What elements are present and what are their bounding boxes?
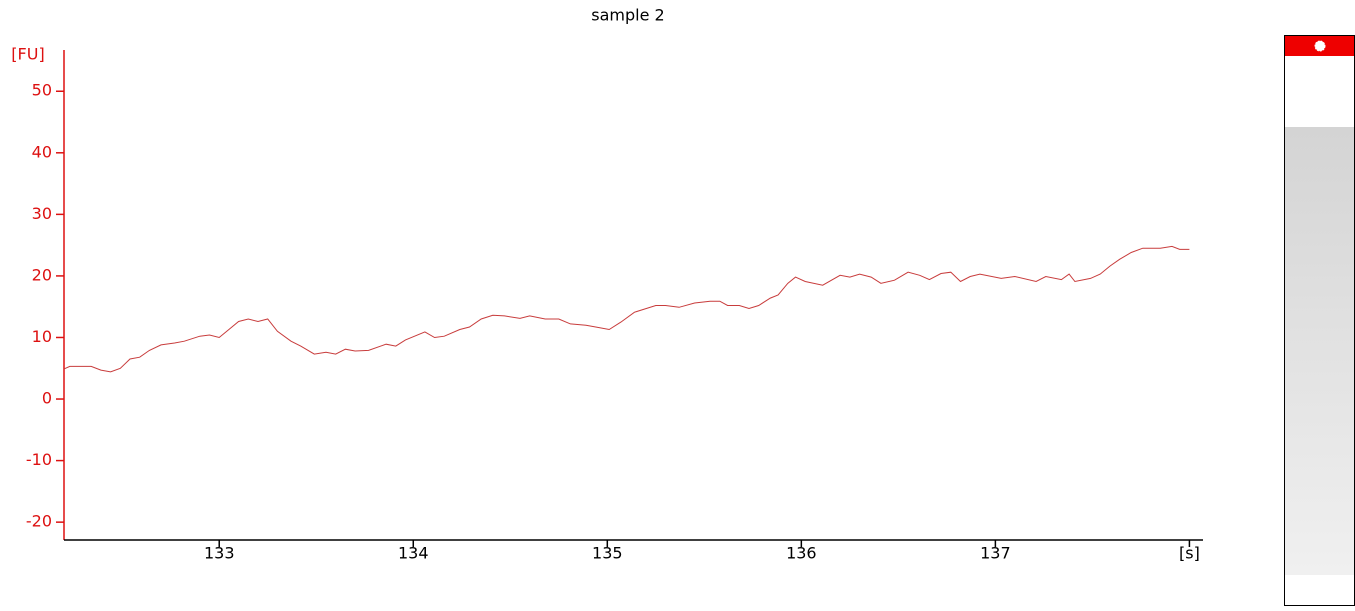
x-tick-label: [s] bbox=[1179, 544, 1200, 563]
x-tick-label: 136 bbox=[786, 544, 817, 563]
y-axis-label: [FU] bbox=[11, 45, 44, 64]
panel-scroll[interactable] bbox=[1285, 127, 1354, 575]
side-panel bbox=[1284, 35, 1355, 606]
y-tick-label: 10 bbox=[32, 327, 52, 346]
data-line bbox=[63, 245, 1190, 373]
x-tick-label: 135 bbox=[592, 544, 623, 563]
y-tick-label: -20 bbox=[26, 512, 52, 531]
panel-icon[interactable] bbox=[1314, 40, 1326, 52]
y-tick-label: -10 bbox=[26, 450, 52, 469]
y-tick-label: 0 bbox=[42, 389, 52, 408]
x-tick-label: 137 bbox=[980, 544, 1011, 563]
x-tick-label: 134 bbox=[398, 544, 429, 563]
y-tick-label: 30 bbox=[32, 204, 52, 223]
y-tick-label: 20 bbox=[32, 265, 52, 284]
chart-title: sample 2 bbox=[591, 6, 664, 25]
y-tick-label: 50 bbox=[32, 81, 52, 100]
x-tick-label: 133 bbox=[204, 544, 235, 563]
y-tick-label: 40 bbox=[32, 142, 52, 161]
